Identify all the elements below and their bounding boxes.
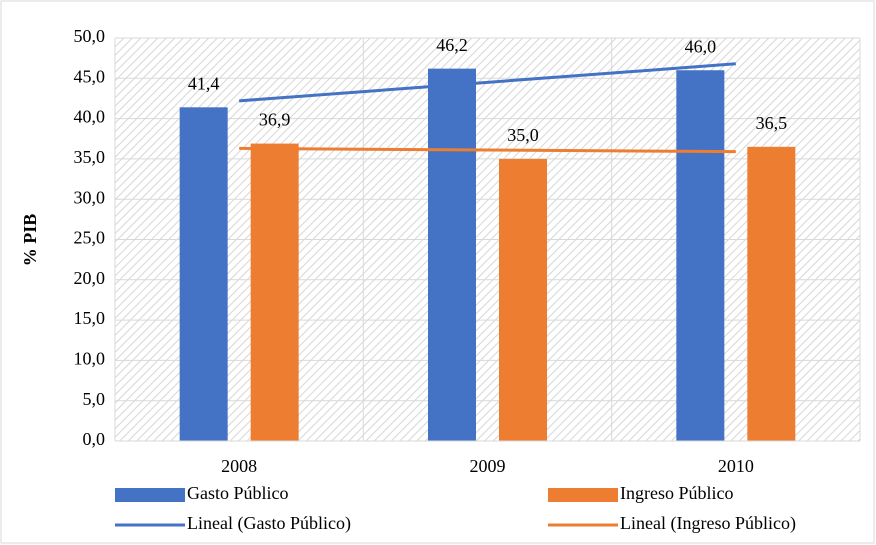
legend-label: Ingreso Público <box>620 483 733 503</box>
y-tick-label: 10,0 <box>74 349 106 369</box>
y-tick-label: 30,0 <box>74 187 106 207</box>
data-label: 35,0 <box>507 125 539 145</box>
bar <box>747 146 796 441</box>
bar <box>428 68 476 442</box>
y-tick-label: 25,0 <box>74 228 106 248</box>
legend-label: Gasto Público <box>187 483 289 503</box>
legend-swatch <box>548 488 618 502</box>
bar <box>676 70 725 442</box>
data-label: 36,9 <box>259 110 291 130</box>
data-label: 41,4 <box>188 73 220 93</box>
y-axis-label: % PIB <box>20 214 40 267</box>
y-tick-label: 50,0 <box>74 26 106 46</box>
y-tick-label: 0,0 <box>83 429 106 449</box>
x-tick-label: 2009 <box>470 456 506 476</box>
legend-swatch <box>115 488 185 502</box>
x-tick-label: 2010 <box>718 456 754 476</box>
y-tick-label: 40,0 <box>74 107 106 127</box>
trend-line <box>239 62 736 103</box>
y-tick-label: 15,0 <box>74 308 106 328</box>
bar <box>250 143 299 441</box>
legend-label: Lineal (Gasto Público) <box>187 513 351 534</box>
legend-label: Lineal (Ingreso Público) <box>620 513 796 534</box>
y-tick-label: 20,0 <box>74 268 106 288</box>
trend-line <box>239 146 736 154</box>
x-tick-label: 2008 <box>221 456 257 476</box>
bar <box>179 107 228 441</box>
bar <box>499 158 547 441</box>
data-label: 46,0 <box>685 36 717 56</box>
data-label: 46,2 <box>436 35 468 55</box>
y-tick-label: 35,0 <box>74 147 106 167</box>
data-label: 36,5 <box>756 113 788 133</box>
y-tick-label: 5,0 <box>83 389 106 409</box>
y-tick-label: 45,0 <box>74 66 106 86</box>
